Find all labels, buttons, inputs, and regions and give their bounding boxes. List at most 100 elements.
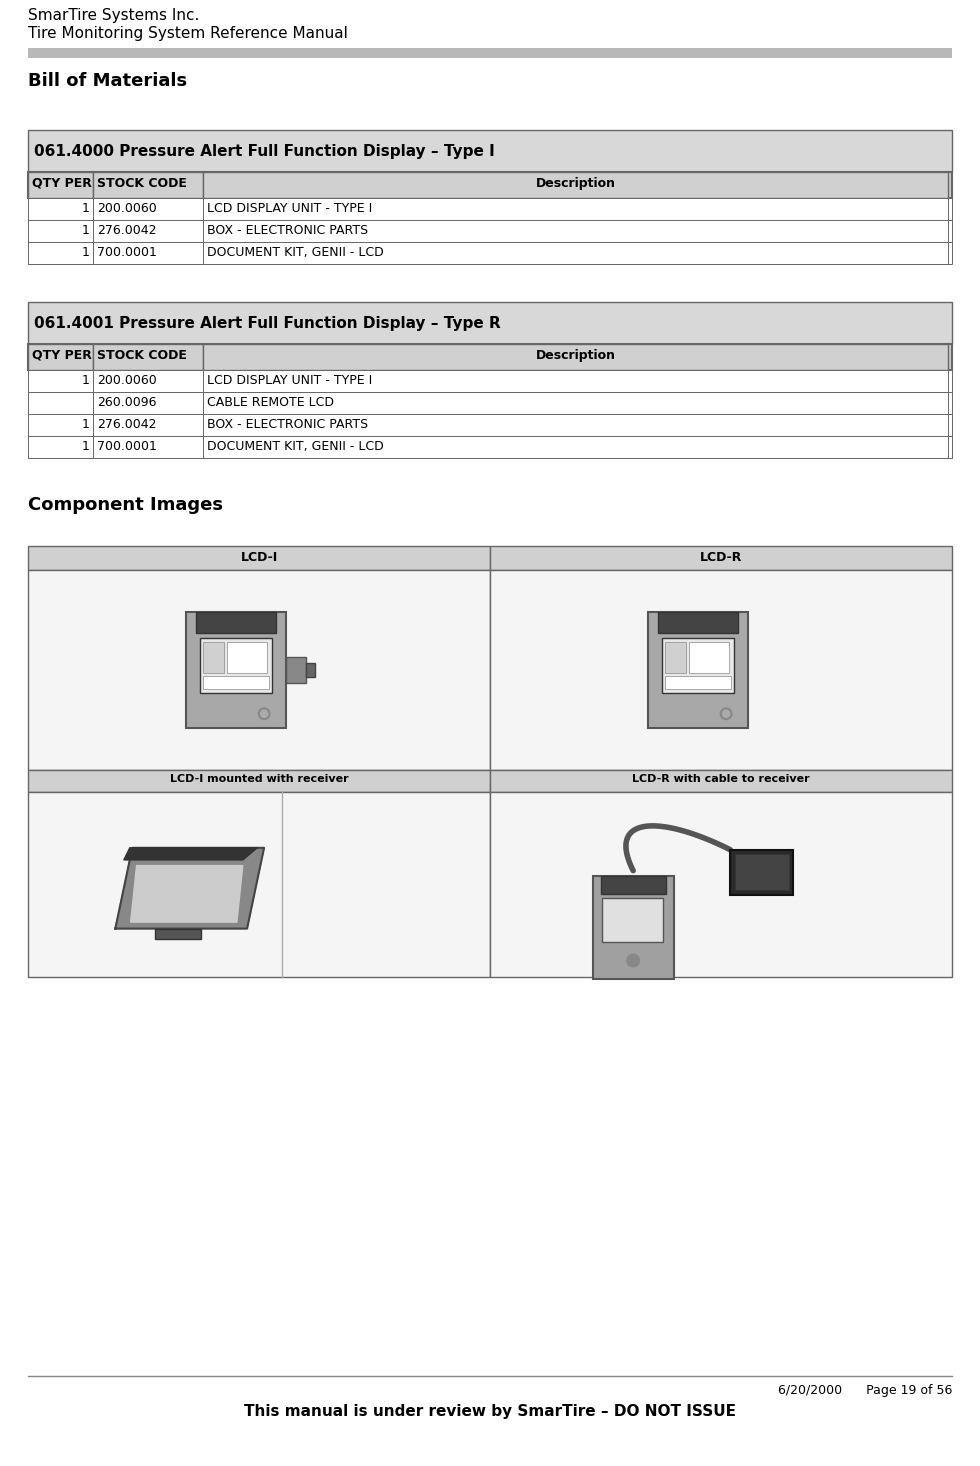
Text: 276.0042: 276.0042 (97, 418, 157, 431)
Bar (185, 613, 286, 727)
Bar (28, 391, 952, 413)
Bar (28, 198, 952, 220)
Bar (689, 642, 729, 673)
Text: 1: 1 (82, 224, 90, 237)
Bar (28, 545, 490, 570)
Bar (93, 369, 203, 391)
Text: LCD-R: LCD-R (700, 551, 742, 564)
Text: Description: Description (535, 177, 615, 191)
Bar (28, 369, 93, 391)
Text: SmarTire Systems Inc.: SmarTire Systems Inc. (28, 7, 199, 23)
Bar (200, 638, 272, 693)
Text: 276.0042: 276.0042 (97, 224, 157, 237)
Text: 061.4000 Pressure Alert Full Function Display – Type I: 061.4000 Pressure Alert Full Function Di… (34, 144, 495, 158)
Bar (28, 130, 952, 172)
Text: 1: 1 (82, 418, 90, 431)
Bar (93, 345, 203, 369)
Text: QTY PER: QTY PER (32, 349, 92, 362)
Text: LCD-I mounted with receiver: LCD-I mounted with receiver (170, 774, 348, 784)
Text: DOCUMENT KIT, GENII - LCD: DOCUMENT KIT, GENII - LCD (207, 440, 384, 453)
Text: 200.0060: 200.0060 (97, 374, 157, 387)
Text: 700.0001: 700.0001 (97, 246, 157, 259)
Bar (593, 875, 673, 979)
Text: Tire Monitoring System Reference Manual: Tire Monitoring System Reference Manual (28, 26, 348, 41)
Bar (662, 638, 734, 693)
Bar (93, 391, 203, 413)
Circle shape (259, 708, 270, 720)
Text: 1: 1 (82, 374, 90, 387)
Text: 1: 1 (82, 246, 90, 259)
Polygon shape (130, 865, 243, 922)
Text: STOCK CODE: STOCK CODE (97, 177, 187, 191)
Text: 260.0096: 260.0096 (97, 396, 157, 409)
Bar (28, 302, 952, 345)
Bar (203, 242, 948, 264)
Text: 061.4001 Pressure Alert Full Function Display – Type R: 061.4001 Pressure Alert Full Function Di… (34, 317, 501, 331)
Bar (28, 48, 952, 59)
Bar (307, 663, 316, 677)
Bar (227, 642, 268, 673)
Bar (665, 676, 730, 689)
Bar (203, 676, 269, 689)
Bar (203, 391, 948, 413)
Text: Bill of Materials: Bill of Materials (28, 72, 187, 89)
Text: LCD DISPLAY UNIT - TYPE I: LCD DISPLAY UNIT - TYPE I (207, 202, 372, 216)
Bar (203, 220, 948, 242)
Bar (93, 172, 203, 198)
Bar (601, 875, 665, 894)
Bar (28, 220, 93, 242)
Bar (155, 928, 201, 938)
Text: 1: 1 (82, 440, 90, 453)
Bar (203, 369, 948, 391)
Text: QTY PER: QTY PER (32, 177, 92, 191)
Bar (93, 220, 203, 242)
Polygon shape (123, 847, 258, 861)
Circle shape (722, 710, 730, 717)
Bar (648, 613, 749, 727)
Bar (28, 242, 952, 264)
Bar (28, 391, 93, 413)
Text: Component Images: Component Images (28, 496, 223, 515)
Circle shape (720, 708, 732, 720)
Bar (490, 792, 952, 976)
Text: BOX - ELECTRONIC PARTS: BOX - ELECTRONIC PARTS (207, 224, 368, 237)
Bar (203, 435, 948, 457)
Bar (490, 570, 952, 770)
Text: STOCK CODE: STOCK CODE (97, 349, 187, 362)
Text: CABLE REMOTE LCD: CABLE REMOTE LCD (207, 396, 334, 409)
Bar (203, 172, 948, 198)
Bar (28, 345, 952, 369)
Bar (665, 642, 686, 673)
Bar (490, 770, 952, 792)
Text: 1: 1 (82, 202, 90, 216)
Bar (28, 198, 93, 220)
Bar (28, 435, 952, 457)
Bar (28, 220, 952, 242)
Bar (196, 613, 276, 633)
Text: BOX - ELECTRONIC PARTS: BOX - ELECTRONIC PARTS (207, 418, 368, 431)
Bar (93, 242, 203, 264)
Text: This manual is under review by SmarTire – DO NOT ISSUE: This manual is under review by SmarTire … (244, 1404, 736, 1419)
Bar (93, 198, 203, 220)
Text: Description: Description (535, 349, 615, 362)
Bar (93, 435, 203, 457)
Bar (490, 545, 952, 570)
Text: LCD-I: LCD-I (240, 551, 277, 564)
Text: 6/20/2000      Page 19 of 56: 6/20/2000 Page 19 of 56 (777, 1384, 952, 1397)
Bar (203, 413, 948, 435)
Text: LCD-R with cable to receiver: LCD-R with cable to receiver (632, 774, 809, 784)
Bar (28, 570, 490, 770)
Bar (28, 242, 93, 264)
Bar (203, 345, 948, 369)
Bar (286, 657, 307, 683)
Bar (28, 345, 93, 369)
Bar (658, 613, 738, 633)
Bar (28, 770, 490, 792)
Bar (28, 413, 93, 435)
Text: LCD DISPLAY UNIT - TYPE I: LCD DISPLAY UNIT - TYPE I (207, 374, 372, 387)
Bar (28, 369, 952, 391)
Bar (28, 413, 952, 435)
Text: 700.0001: 700.0001 (97, 440, 157, 453)
Text: DOCUMENT KIT, GENII - LCD: DOCUMENT KIT, GENII - LCD (207, 246, 384, 259)
Circle shape (627, 954, 640, 966)
